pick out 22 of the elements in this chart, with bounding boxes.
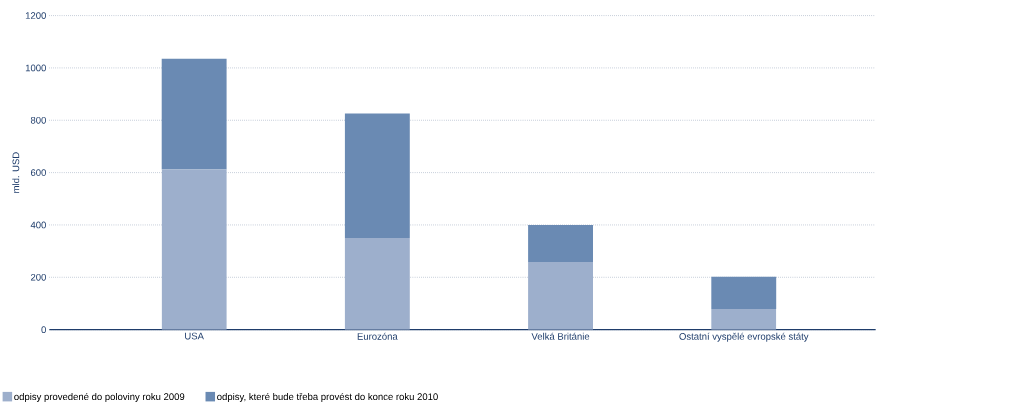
bar	[711, 276, 777, 310]
x-tick-label: Ostatní vyspělé evropské státy	[679, 332, 809, 342]
y-tick-label: 400	[30, 221, 46, 229]
y-tick-label: 1200	[25, 12, 46, 20]
legend-label: odpisy, které bude třeba provést do konce roku 2010	[217, 393, 438, 403]
y-tick-label: 1000	[25, 64, 46, 72]
bar	[711, 309, 777, 330]
bar	[161, 169, 227, 330]
y-tick-label: 800	[30, 117, 46, 124]
y-tick-label: 0	[41, 326, 46, 334]
x-tick-label: Velká Británie	[531, 332, 590, 340]
bar	[528, 225, 593, 263]
legend-label: odpisy provedené do poloviny roku 2009	[14, 393, 185, 403]
y-tick-label: 200	[30, 274, 46, 281]
bar	[161, 58, 227, 170]
bar	[528, 262, 593, 330]
y-tick-label: 600	[30, 169, 46, 177]
bar	[344, 113, 410, 239]
bar	[344, 238, 410, 330]
y-axis-title: mld. USD	[12, 152, 20, 193]
x-tick-label: Eurozóna	[357, 332, 398, 340]
x-tick-label: USA	[185, 332, 204, 340]
